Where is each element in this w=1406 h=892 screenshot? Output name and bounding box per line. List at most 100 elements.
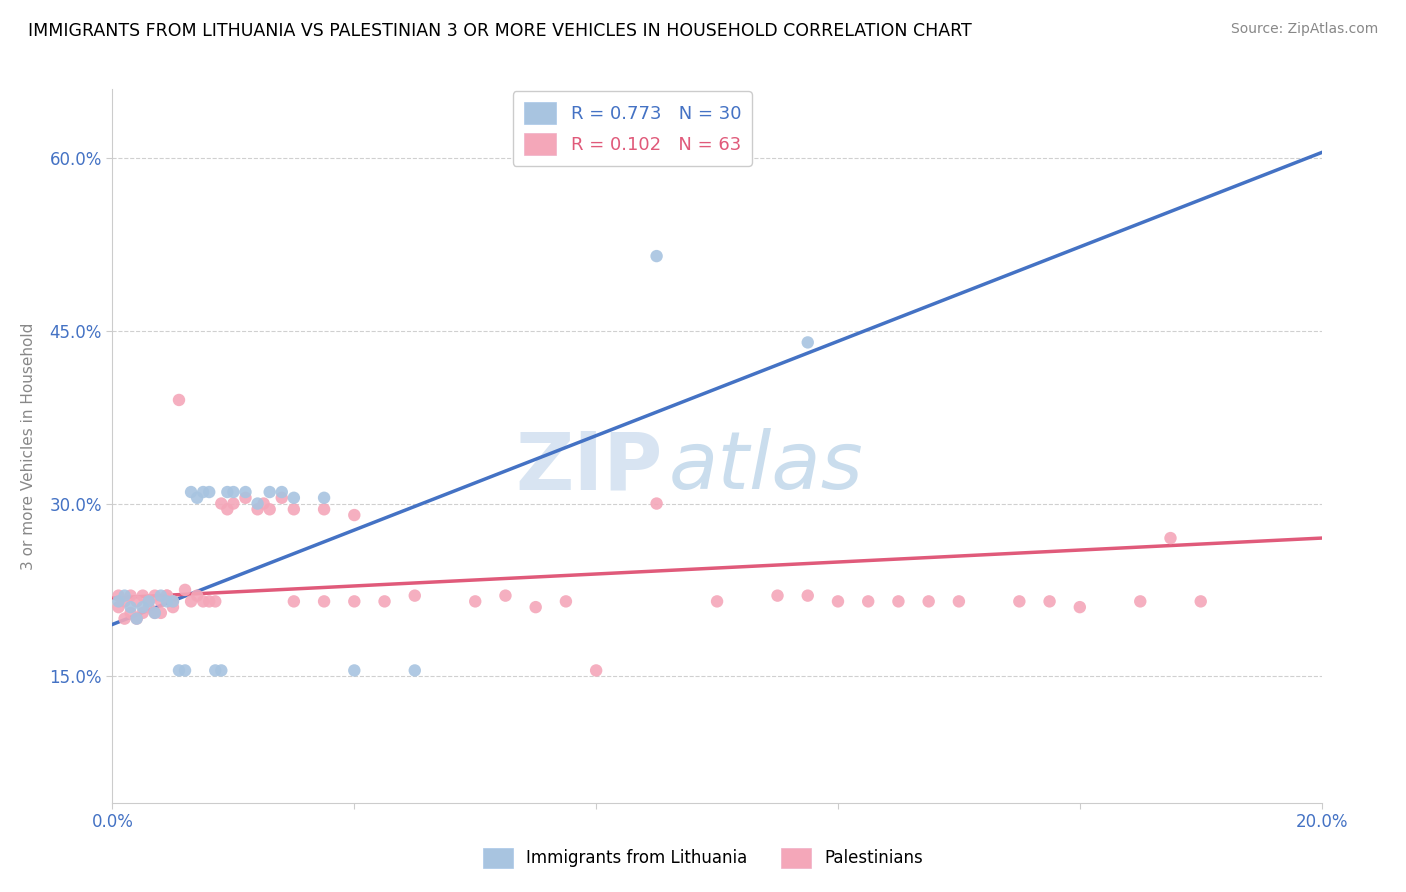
- Point: [1008, 594, 1031, 608]
- Point: [120, 606, 142, 620]
- Point: [174, 664, 197, 678]
- Point: [217, 502, 239, 516]
- Point: [186, 589, 208, 603]
- Point: [156, 589, 179, 603]
- Point: [114, 612, 136, 626]
- Point: [404, 664, 426, 678]
- Point: [1069, 600, 1091, 615]
- Point: [120, 589, 142, 603]
- Point: [204, 594, 226, 608]
- Point: [948, 594, 970, 608]
- Point: [156, 594, 179, 608]
- Point: [259, 485, 281, 500]
- Point: [143, 606, 166, 620]
- Point: [283, 502, 305, 516]
- Point: [283, 594, 305, 608]
- Point: [174, 582, 197, 597]
- Point: [132, 589, 155, 603]
- Text: IMMIGRANTS FROM LITHUANIA VS PALESTINIAN 3 OR MORE VEHICLES IN HOUSEHOLD CORRELA: IMMIGRANTS FROM LITHUANIA VS PALESTINIAN…: [28, 22, 972, 40]
- Point: [180, 485, 202, 500]
- Point: [149, 589, 172, 603]
- Point: [107, 594, 129, 608]
- Point: [343, 508, 366, 522]
- Point: [162, 594, 184, 608]
- Point: [1159, 531, 1181, 545]
- Point: [464, 594, 486, 608]
- Point: [162, 594, 184, 608]
- Point: [209, 497, 232, 511]
- Point: [222, 497, 245, 511]
- Point: [125, 612, 148, 626]
- Text: Source: ZipAtlas.com: Source: ZipAtlas.com: [1230, 22, 1378, 37]
- Point: [270, 485, 292, 500]
- Point: [125, 594, 148, 608]
- Point: [180, 594, 202, 608]
- Point: [314, 594, 336, 608]
- Point: [766, 589, 789, 603]
- Point: [270, 491, 292, 505]
- Point: [706, 594, 728, 608]
- Point: [314, 491, 336, 505]
- Point: [585, 664, 607, 678]
- Point: [404, 589, 426, 603]
- Point: [235, 491, 257, 505]
- Point: [156, 589, 179, 603]
- Text: ZIP: ZIP: [516, 428, 662, 507]
- Point: [796, 589, 818, 603]
- Point: [253, 497, 276, 511]
- Point: [204, 664, 226, 678]
- Point: [222, 485, 245, 500]
- Point: [314, 502, 336, 516]
- Point: [114, 589, 136, 603]
- Legend: Immigrants from Lithuania, Palestinians: Immigrants from Lithuania, Palestinians: [477, 841, 929, 875]
- Point: [209, 664, 232, 678]
- Point: [167, 392, 190, 407]
- Point: [827, 594, 849, 608]
- Point: [125, 612, 148, 626]
- Point: [217, 485, 239, 500]
- Point: [259, 502, 281, 516]
- Point: [856, 594, 880, 608]
- Point: [918, 594, 941, 608]
- Legend: R = 0.773   N = 30, R = 0.102   N = 63: R = 0.773 N = 30, R = 0.102 N = 63: [513, 91, 752, 166]
- Point: [149, 606, 172, 620]
- Point: [246, 497, 269, 511]
- Point: [138, 594, 160, 608]
- Point: [149, 594, 172, 608]
- Point: [495, 589, 517, 603]
- Point: [796, 335, 818, 350]
- Point: [283, 491, 305, 505]
- Point: [246, 502, 269, 516]
- Point: [143, 589, 166, 603]
- Point: [645, 497, 668, 511]
- Point: [186, 491, 208, 505]
- Point: [107, 600, 129, 615]
- Point: [1038, 594, 1062, 608]
- Y-axis label: 3 or more Vehicles in Household: 3 or more Vehicles in Household: [21, 322, 35, 570]
- Point: [167, 664, 190, 678]
- Point: [374, 594, 396, 608]
- Point: [343, 594, 366, 608]
- Point: [554, 594, 576, 608]
- Point: [132, 606, 155, 620]
- Point: [138, 594, 160, 608]
- Point: [645, 249, 668, 263]
- Point: [524, 600, 547, 615]
- Point: [191, 594, 214, 608]
- Point: [887, 594, 910, 608]
- Point: [114, 594, 136, 608]
- Point: [1189, 594, 1212, 608]
- Point: [235, 485, 257, 500]
- Point: [132, 600, 155, 615]
- Point: [191, 485, 214, 500]
- Point: [143, 606, 166, 620]
- Point: [198, 594, 221, 608]
- Point: [198, 485, 221, 500]
- Point: [1129, 594, 1152, 608]
- Point: [120, 600, 142, 615]
- Point: [162, 600, 184, 615]
- Text: atlas: atlas: [669, 428, 863, 507]
- Point: [138, 600, 160, 615]
- Point: [343, 664, 366, 678]
- Point: [107, 589, 129, 603]
